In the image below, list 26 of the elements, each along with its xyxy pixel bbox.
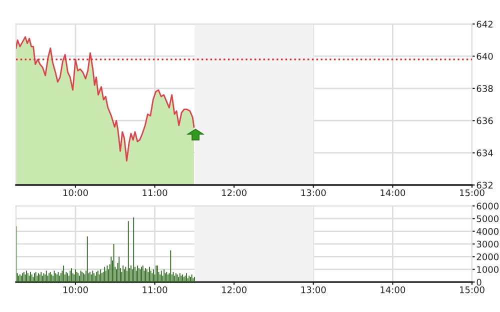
y-tick-label: 638 (476, 85, 493, 92)
y-tick-label: 640 (476, 52, 493, 60)
y-tick-label: 6000 (476, 202, 499, 210)
y-tick-label: 4000 (476, 228, 499, 235)
y-tick-label: 632 (476, 182, 492, 189)
x-tick-label: 12:00 (222, 189, 246, 196)
y-tick-label: 5000 (476, 215, 499, 222)
x-tick-label: 15:00 (460, 189, 484, 196)
y-tick-label: 634 (476, 150, 493, 156)
x-tick-label: 13:00 (301, 286, 326, 294)
x-tick-label: 10:00 (63, 286, 88, 294)
y-tick-label: 1000 (477, 266, 499, 273)
x-tick-label: 10:00 (63, 189, 88, 196)
x-tick-label: 15:00 (460, 286, 484, 294)
x-tick-label: 12:00 (222, 286, 246, 294)
y-tick-label: 3000 (476, 240, 499, 248)
x-tick-label: 11:00 (142, 189, 168, 196)
x-tick-label: 14:00 (380, 189, 406, 196)
y-tick-label: 642 (476, 20, 492, 28)
x-tick-label: 14:00 (380, 286, 406, 294)
line-series (16, 36, 195, 162)
y-tick-label: 0 (476, 278, 482, 286)
y-tick-label: 636 (476, 117, 493, 124)
x-tick-label: 11:00 (142, 286, 168, 294)
y-tick-label: 2000 (476, 253, 499, 260)
x-tick-label: 13:00 (301, 189, 326, 196)
